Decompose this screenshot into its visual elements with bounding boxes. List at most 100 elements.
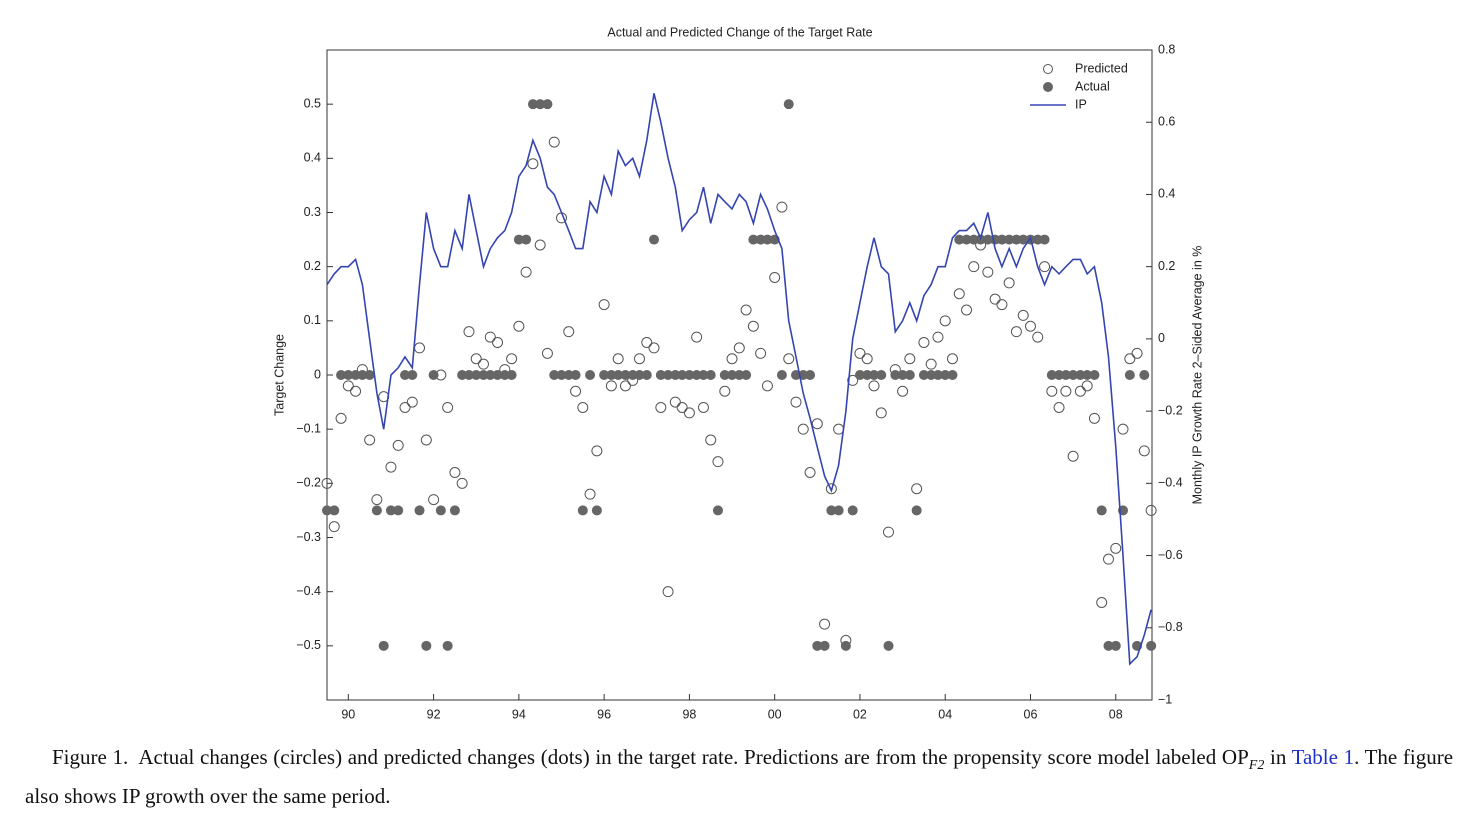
y-tick-label: −0.2 (296, 476, 321, 490)
predicted-point (648, 342, 660, 354)
table-link[interactable]: Table 1 (1291, 745, 1355, 769)
actual-point (329, 505, 340, 516)
predicted-point (982, 266, 994, 278)
predicted-point (847, 374, 859, 386)
actual-point (1146, 640, 1157, 651)
predicted-point (1074, 385, 1086, 397)
actual-point (620, 370, 631, 380)
predicted-point (598, 299, 610, 311)
predicted-point (1017, 309, 1029, 321)
actual-point (641, 370, 652, 380)
actual-point (585, 370, 596, 380)
predicted-point (662, 586, 674, 598)
actual-point (719, 370, 730, 380)
actual-point (677, 370, 688, 380)
y-tick-label: −0.1 (296, 421, 321, 435)
actual-point (883, 640, 894, 651)
predicted-point (740, 304, 752, 316)
actual-point (421, 640, 432, 651)
actual-point (748, 234, 759, 245)
predicted-point (385, 461, 397, 473)
caption-label: Figure 1. (52, 745, 129, 769)
predicted-point (406, 396, 418, 408)
actual-point (1124, 370, 1135, 380)
predicted-point (697, 402, 709, 413)
predicted-point (904, 353, 916, 365)
actual-point (918, 370, 929, 380)
predicted-point (939, 315, 951, 327)
actual-point (577, 505, 588, 516)
predicted-point (1110, 542, 1122, 554)
actual-point (1039, 234, 1050, 245)
predicted-point (1003, 277, 1015, 289)
predicted-point (861, 353, 873, 365)
actual-point (463, 370, 474, 380)
predicted-point (1039, 261, 1051, 273)
actual-point (1082, 370, 1093, 380)
y-tick-label: −0.3 (296, 530, 321, 544)
caption-end: . The figure also shows IP growth over t… (25, 745, 1454, 809)
caption-model-sub: F2 (1248, 758, 1265, 774)
actual-point (414, 505, 425, 516)
actual-point (1046, 370, 1057, 380)
predicted-point (946, 353, 958, 365)
actual-point (471, 370, 482, 380)
actual-point (513, 234, 524, 245)
actual-point (393, 505, 404, 516)
legend-label: Predicted (1075, 61, 1128, 75)
predicted-point (883, 526, 895, 538)
predicted-point (619, 380, 631, 392)
predicted-point (705, 434, 717, 446)
actual-point (876, 370, 887, 380)
predicted-point (1088, 412, 1100, 424)
predicted-point (463, 326, 475, 338)
y2-axis-label: Monthly IP Growth Rate 2–Sided Average i… (1190, 246, 1204, 505)
predicted-point (897, 385, 909, 397)
predicted-point (492, 337, 504, 348)
predicted-point (676, 402, 688, 413)
actual-point (485, 370, 496, 380)
actual-point (869, 370, 880, 380)
predicted-point (719, 385, 731, 397)
y2-tick-label: −0.4 (1158, 476, 1183, 490)
y-tick-label: −0.5 (296, 638, 321, 652)
predicted-point (669, 396, 681, 408)
predicted-point (996, 299, 1008, 311)
predicted-point (1010, 326, 1022, 338)
y2-tick-label: 0 (1158, 331, 1165, 345)
predicted-point (414, 342, 426, 354)
actual-point (371, 505, 382, 516)
actual-point (442, 640, 453, 651)
predicted-point (683, 407, 695, 419)
predicted-point (328, 521, 340, 533)
predicted-point (634, 353, 646, 365)
actual-point (904, 370, 915, 380)
x-tick-label: 02 (853, 707, 867, 721)
actual-point (684, 370, 695, 380)
predicted-point (1060, 385, 1072, 397)
predicted-point (605, 380, 617, 392)
actual-point (435, 505, 446, 516)
predicted-point (506, 353, 518, 365)
predicted-point (655, 402, 667, 413)
y-tick-label: 0.3 (304, 205, 321, 219)
predicted-point (456, 477, 468, 489)
actual-point (890, 370, 901, 380)
actual-point (698, 370, 709, 380)
predicted-point (364, 434, 376, 446)
x-tick-label: 06 (1024, 707, 1038, 721)
actual-point (1089, 370, 1100, 380)
caption-model: OP (1221, 745, 1249, 769)
actual-point (570, 370, 581, 380)
predicted-point (712, 456, 724, 468)
predicted-point (570, 385, 582, 397)
actual-point (527, 99, 538, 110)
y-tick-label: 0 (314, 367, 321, 381)
predicted-point (825, 483, 837, 495)
predicted-point (371, 494, 383, 506)
x-tick-label: 94 (512, 707, 526, 721)
actual-point (712, 505, 723, 516)
y-tick-label: 0.4 (304, 151, 321, 165)
predicted-point (442, 402, 454, 413)
actual-point (322, 505, 332, 516)
